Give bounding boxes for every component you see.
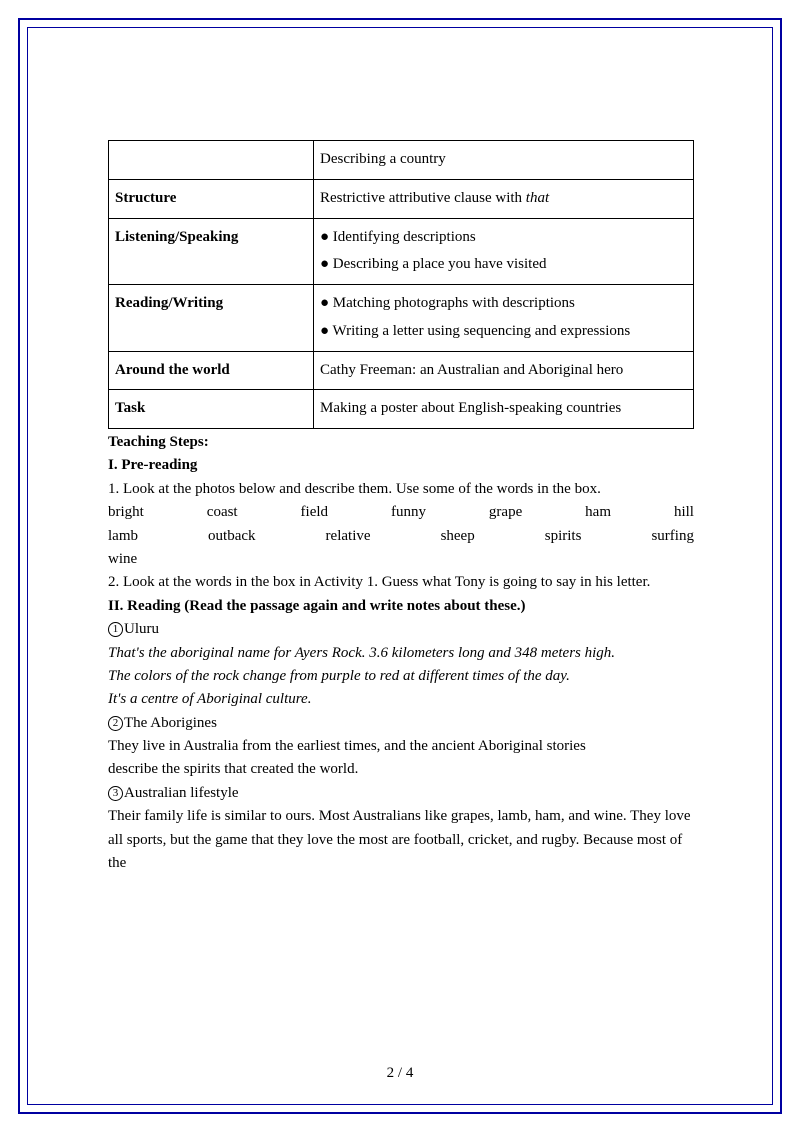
- cell: Restrictive attributive clause with that: [314, 179, 694, 218]
- word: hill: [674, 501, 694, 524]
- word: bright: [108, 501, 144, 524]
- cell: ● Identifying descriptions ● Describing …: [314, 218, 694, 285]
- word: funny: [391, 501, 426, 524]
- word: field: [301, 501, 329, 524]
- table-row: Describing a country: [109, 141, 694, 180]
- module-table: Describing a country Structure Restricti…: [108, 140, 694, 429]
- cell-label: Reading/Writing: [109, 285, 314, 352]
- cell: Making a poster about English-speaking c…: [314, 390, 694, 429]
- table-row: Reading/Writing ● Matching photographs w…: [109, 285, 694, 352]
- circle-number-icon: 2: [108, 716, 123, 731]
- text: Restrictive attributive clause with: [320, 190, 526, 206]
- word: outback: [208, 525, 255, 548]
- bullet-line: ● Matching photographs with descriptions: [320, 290, 687, 318]
- note-text-italic: That's the aboriginal name for Ayers Roc…: [108, 642, 694, 665]
- circle-number-icon: 1: [108, 622, 123, 637]
- word: sheep: [441, 525, 475, 548]
- paragraph: 2. Look at the words in the box in Activ…: [108, 571, 694, 594]
- word-row: bright coast field funny grape ham hill: [108, 501, 694, 524]
- word: surfing: [651, 525, 694, 548]
- page-number: 2 / 4: [0, 1065, 800, 1082]
- bullet-line: ● Describing a place you have visited: [320, 251, 687, 279]
- heading: I. Pre-reading: [108, 454, 694, 477]
- note-text: They live in Australia from the earliest…: [108, 735, 694, 758]
- word: lamb: [108, 525, 138, 548]
- cell: Describing a country: [314, 141, 694, 180]
- body-text: Teaching Steps: I. Pre-reading 1. Look a…: [108, 431, 694, 875]
- bullet-line: ● Writing a letter using sequencing and …: [320, 318, 687, 346]
- cell: Cathy Freeman: an Australian and Aborigi…: [314, 351, 694, 390]
- table-row: Task Making a poster about English-speak…: [109, 390, 694, 429]
- note-label: Uluru: [124, 621, 159, 637]
- word: ham: [585, 501, 611, 524]
- heading: Teaching Steps:: [108, 431, 694, 454]
- word: grape: [489, 501, 522, 524]
- cell-label: Listening/Speaking: [109, 218, 314, 285]
- table-row: Structure Restrictive attributive clause…: [109, 179, 694, 218]
- cell-label: Task: [109, 390, 314, 429]
- word: coast: [207, 501, 238, 524]
- word-row: lamb outback relative sheep spirits surf…: [108, 525, 694, 548]
- cell-empty: [109, 141, 314, 180]
- note-item: 3Australian lifestyle: [108, 782, 694, 805]
- word: wine: [108, 548, 694, 571]
- note-label: The Aborigines: [124, 715, 217, 731]
- paragraph: 1. Look at the photos below and describe…: [108, 478, 694, 501]
- word: relative: [326, 525, 371, 548]
- circle-number-icon: 3: [108, 786, 123, 801]
- cell-label: Around the world: [109, 351, 314, 390]
- heading: II. Reading (Read the passage again and …: [108, 595, 694, 618]
- note-text-italic: It's a centre of Aboriginal culture.: [108, 688, 694, 711]
- bullet-line: ● Identifying descriptions: [320, 224, 687, 252]
- note-text: describe the spirits that created the wo…: [108, 758, 694, 781]
- cell: ● Matching photographs with descriptions…: [314, 285, 694, 352]
- note-text: Their family life is similar to ours. Mo…: [108, 805, 694, 875]
- cell-label: Structure: [109, 179, 314, 218]
- page-content: Describing a country Structure Restricti…: [108, 140, 694, 875]
- note-item: 1Uluru: [108, 618, 694, 641]
- word: spirits: [545, 525, 582, 548]
- note-label: Australian lifestyle: [124, 785, 239, 801]
- text-italic: that: [526, 190, 549, 206]
- note-text-italic: The colors of the rock change from purpl…: [108, 665, 694, 688]
- note-item: 2The Aborigines: [108, 712, 694, 735]
- table-row: Around the world Cathy Freeman: an Austr…: [109, 351, 694, 390]
- table-row: Listening/Speaking ● Identifying descrip…: [109, 218, 694, 285]
